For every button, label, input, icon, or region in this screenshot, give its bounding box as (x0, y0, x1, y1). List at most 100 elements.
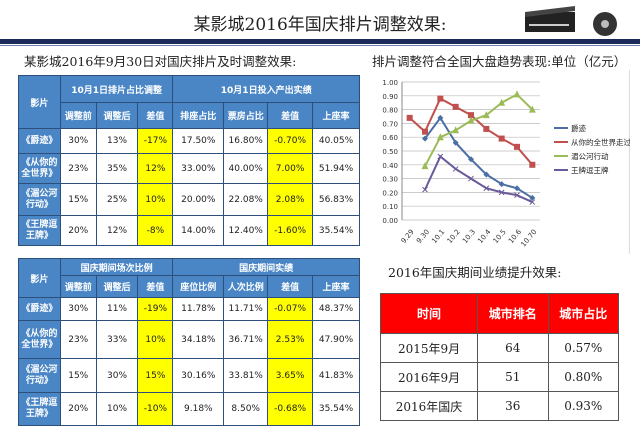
table-cell: 11.78% (172, 297, 225, 321)
table-cell: 35.54% (312, 215, 360, 246)
table-row: 2016年9月 51 0.80% (379, 362, 620, 392)
group-header: 国庆期间场次比例 (59, 258, 174, 276)
data-point (498, 98, 506, 106)
table-cell: 22.08% (223, 183, 269, 216)
table-cell: 16.80% (223, 128, 269, 154)
table-cell: 30% (59, 297, 97, 321)
difference-cell: 2.53% (267, 320, 314, 359)
data-point (482, 111, 490, 119)
data-point (467, 116, 475, 124)
data-point (513, 90, 521, 98)
difference-cell: 12% (137, 153, 174, 184)
column-header: 排座占比 (172, 102, 225, 129)
data-point (437, 95, 444, 102)
schedule-adjustment-table: 影片 10月1日排片占比调整 10月1日投入产出实绩 调整前 调整后 差值 排座占比 票房占比… (18, 75, 360, 246)
data-point (437, 153, 444, 160)
table-cell: 0.57% (547, 333, 620, 363)
header-row: 影片 国庆期间场次比例 国庆期间实绩 (18, 258, 360, 298)
table-cell: 40.05% (312, 128, 360, 154)
x-tick-label: 10.2 (446, 228, 462, 245)
difference-cell: -19% (137, 297, 174, 321)
column-header: 座位比例 (172, 275, 225, 298)
data-point (422, 128, 428, 135)
y-tick-label: 0.80 (382, 107, 398, 115)
y-tick-label: 0.90 (382, 93, 398, 101)
legend-label: 从你的全世界走过 (571, 137, 630, 147)
legend-label: 王牌逗王牌 (571, 165, 609, 175)
data-point (436, 133, 444, 141)
table-cell: 15% (59, 183, 97, 216)
legend-label: 爵迹 (571, 123, 586, 133)
data-point (514, 192, 520, 199)
header-row: 影片 10月1日排片占比调整 10月1日投入产出实绩 (18, 75, 360, 129)
data-point (437, 114, 444, 121)
table-cell: 2015年9月 (379, 333, 479, 363)
table-cell: 40.00% (223, 153, 269, 184)
table-cell: 41.83% (312, 358, 360, 393)
data-point (421, 162, 429, 170)
table-cell: 64 (477, 333, 549, 363)
group-header: 10月1日排片占比调整 (59, 75, 174, 103)
x-tick-label: 10.1 (430, 228, 446, 245)
data-point (422, 186, 428, 193)
table-cell: 11% (95, 297, 139, 321)
group-header: 国庆期间实绩 (172, 258, 360, 276)
y-tick-label: 0.10 (382, 203, 398, 211)
column-header: 差值 (267, 275, 314, 298)
y-tick-label: 1.00 (382, 79, 398, 87)
film-header: 影片 (18, 258, 61, 298)
table-cell: 34.18% (172, 320, 225, 359)
data-point (498, 189, 505, 196)
table-row: 《湄公河行动》 15% 25% 10% 20.00% 22.08% 2.08% 56.83% (18, 183, 360, 216)
column-header: 调整后 (95, 275, 139, 298)
column-header: 调整前 (59, 102, 97, 129)
difference-cell: -1.60% (267, 215, 314, 246)
data-point (514, 185, 520, 192)
table-cell: 0.93% (547, 391, 620, 421)
table-row: 《湄公河行动》 15% 30% 15% 30.16% 33.81% 3.65% 41.83% (18, 358, 360, 393)
data-point (468, 156, 474, 163)
column-header: 人次比例 (223, 275, 269, 298)
film-name: 《从你的全世界》 (18, 320, 61, 359)
table-cell: 36.71% (223, 320, 269, 359)
subheader-row: 调整前 调整后 差值 座位比例 人次比例 差值 上座率 (19, 275, 360, 298)
difference-cell: 7.00% (267, 153, 314, 184)
column-header: 城市排名 (477, 293, 549, 334)
header-row: 时间 城市排名 城市占比 (379, 293, 620, 334)
x-tick-label: 10.70 (519, 228, 538, 248)
trend-chart-svg: 0.00 0.10 0.20 0.30 0.40 0.50 0.60 0.70 0.80 0.90… (382, 79, 631, 248)
data-point (452, 126, 460, 134)
data-point (483, 171, 490, 178)
difference-cell: -8% (137, 215, 174, 246)
series-line (424, 116, 533, 199)
data-point (483, 125, 490, 132)
data-point (452, 103, 459, 110)
table-cell: 30% (95, 358, 139, 393)
table-cell: 9.18% (172, 392, 225, 426)
series-line (408, 97, 534, 166)
table-cell: 48.37% (312, 297, 360, 321)
page-title: 某影城2016年国庆排片调整效果: (193, 15, 447, 35)
table-cell: 35% (95, 153, 139, 184)
difference-cell: -10% (137, 392, 174, 426)
table-cell: 20% (59, 392, 97, 426)
film-name: 《爵迹》 (18, 128, 61, 154)
table-cell: 8.50% (223, 392, 269, 426)
header-divider (0, 39, 640, 44)
table-cell: 0.80% (547, 362, 620, 392)
table-cell: 20% (59, 215, 97, 246)
column-header: 调整前 (59, 275, 97, 298)
table-cell: 2016年国庆 (379, 391, 479, 421)
table-cell: 23% (59, 153, 97, 184)
data-point (422, 135, 428, 142)
table-cell: 56.83% (312, 183, 360, 216)
table-cell: 10% (95, 392, 139, 426)
header-divider-thin (0, 45, 640, 46)
table-cell: 30% (59, 128, 97, 154)
legend-label: 湄公河行动 (571, 151, 609, 161)
y-tick-label: 0.70 (382, 120, 398, 128)
group-header: 10月1日投入产出实绩 (172, 75, 360, 103)
table-cell: 25% (95, 183, 139, 216)
difference-cell: -0.70% (267, 128, 314, 154)
table-cell: 33.00% (172, 153, 225, 184)
